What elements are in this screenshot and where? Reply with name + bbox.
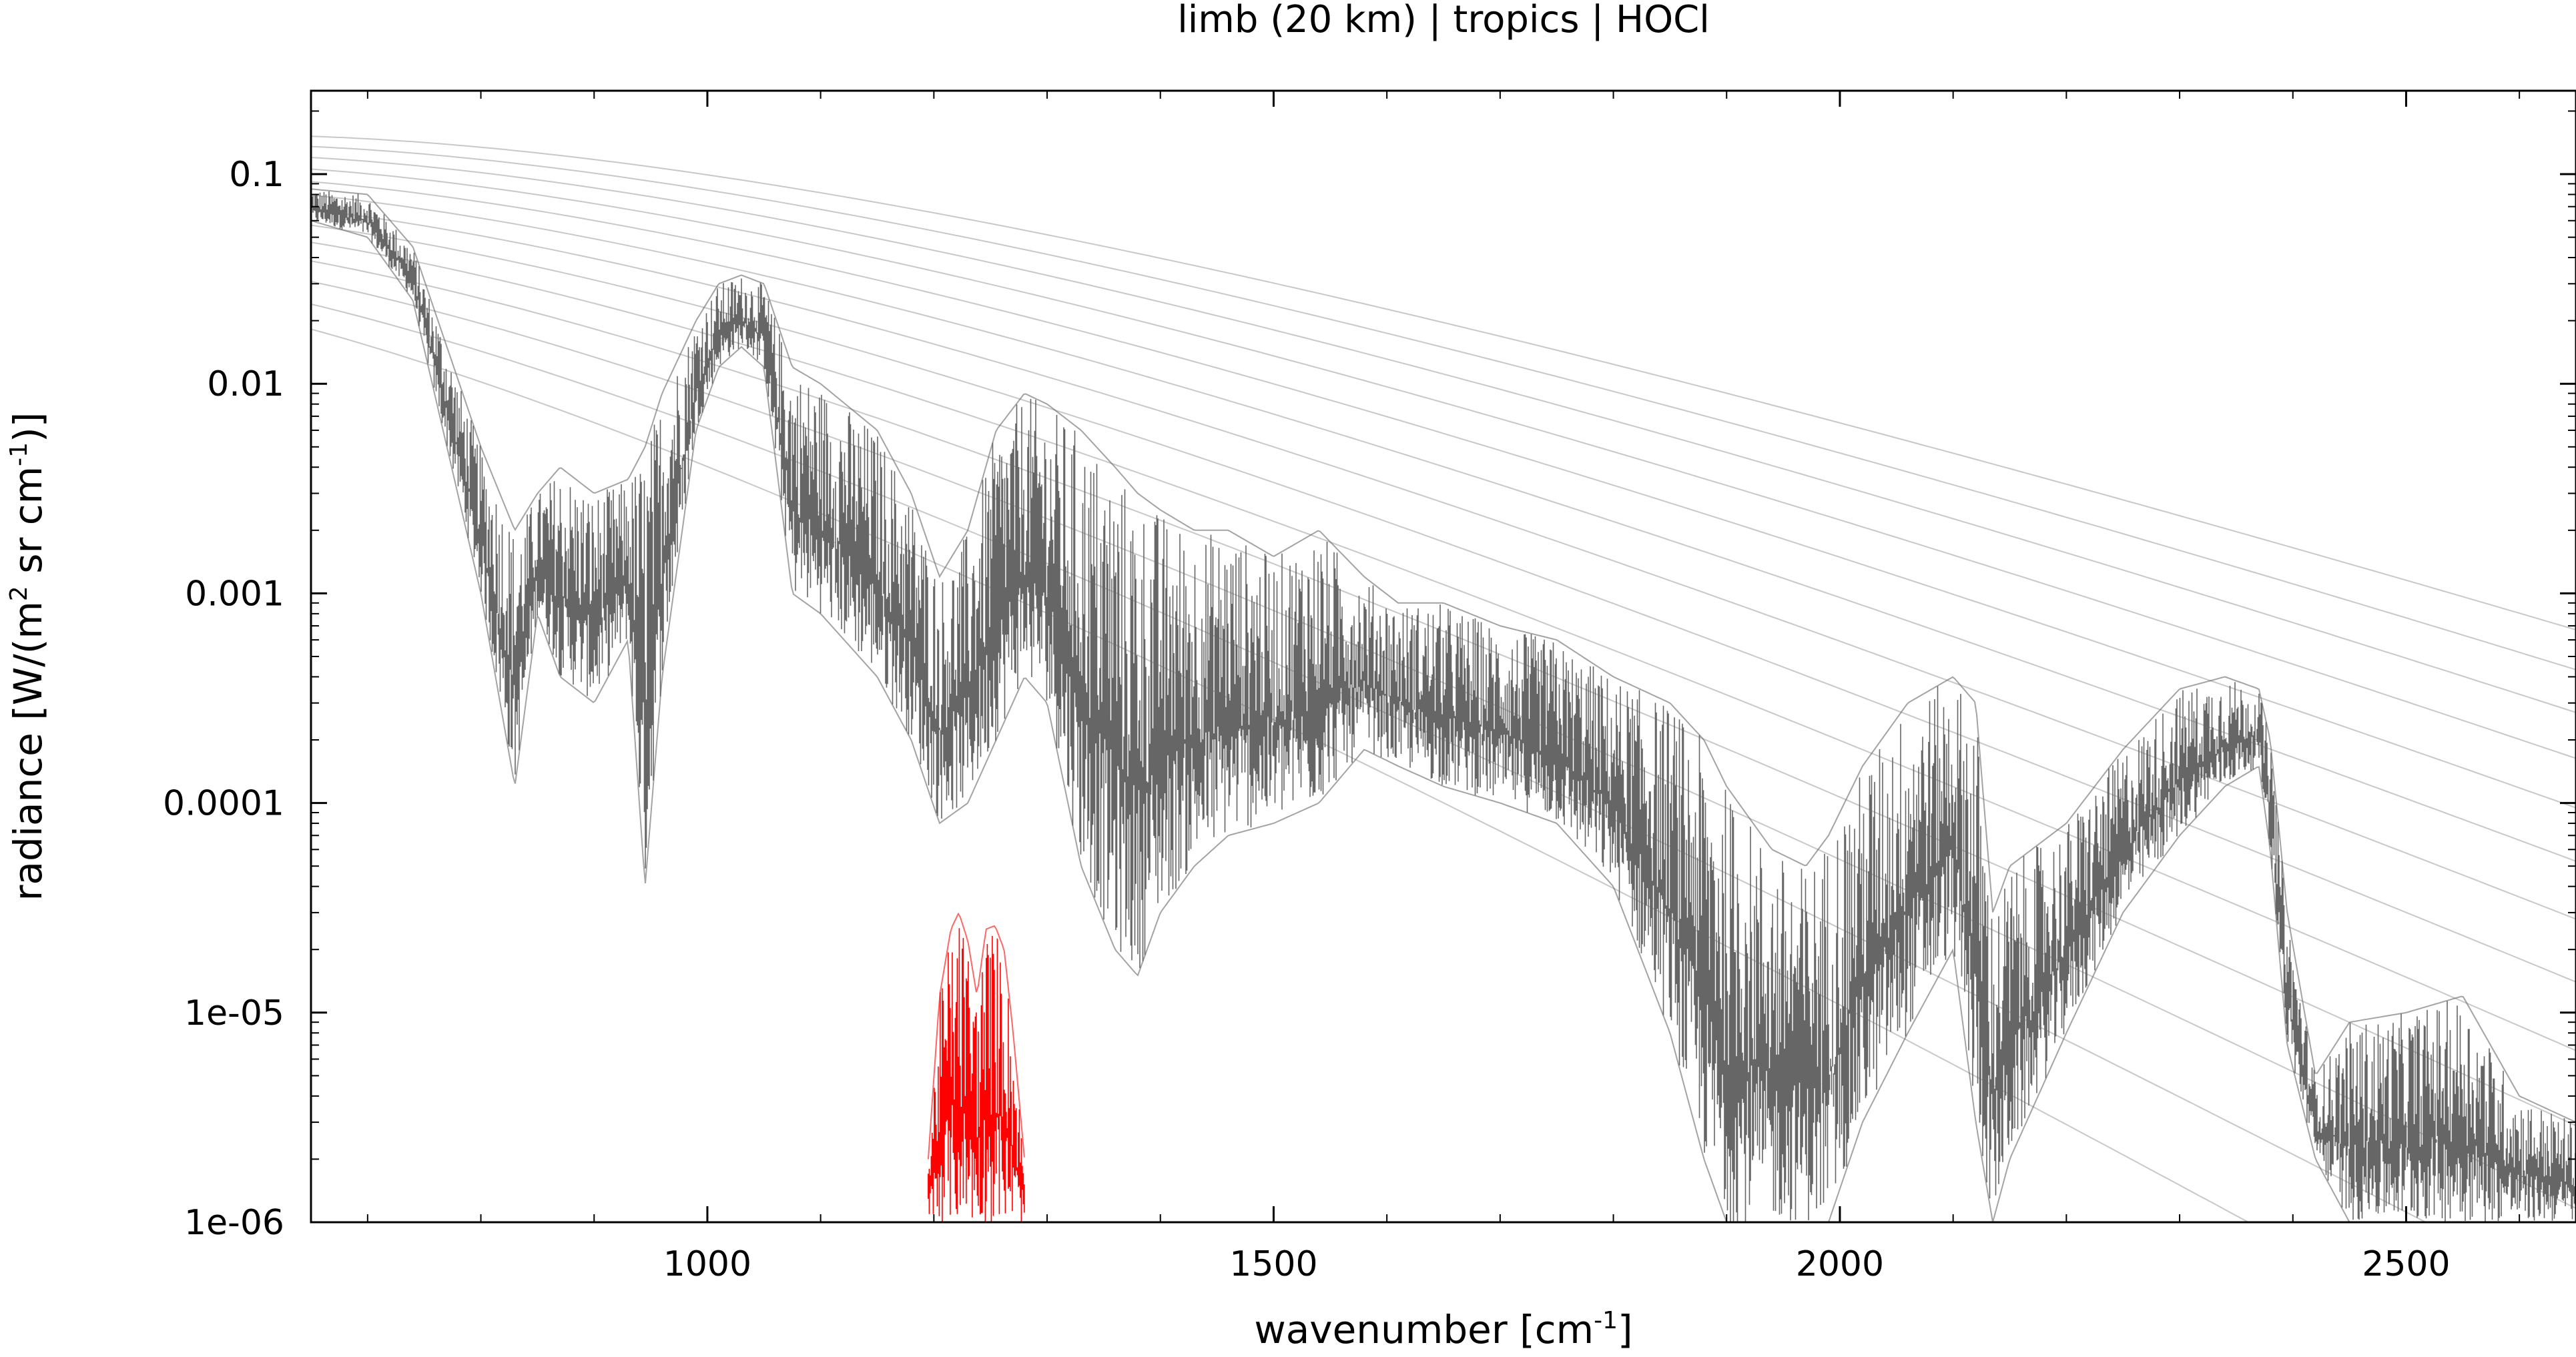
series-0-lower-envelope [311,219,2575,1222]
series-0-spectrum [311,191,2576,1222]
y-tick-label-5: 1e-06 [184,1203,284,1243]
planck-curve-270k [311,168,2576,759]
planck-curve-250k [311,194,2576,862]
y-tick-label-4: 1e-05 [184,993,284,1033]
chart-title: limb (20 km) | tropics | HOCl [1177,0,1710,41]
y-axis-ticks: 0.1 0.01 0.001 0.0001 1e-05 1e-06 [163,110,2576,1243]
planck-curve-260k [311,181,2576,809]
series-0-upper-envelope [311,188,2576,1123]
planck-curve-300k [311,135,2576,630]
y-tick-label-1: 0.01 [207,364,284,404]
y-tick-label-2: 0.001 [185,574,284,614]
y-tick-label-0: 0.1 [229,155,284,195]
planck-curve-180k [311,328,2250,1222]
planck-curve-230k [311,224,2576,983]
planck-curve-190k [311,303,2428,1222]
series-layer [311,188,2576,1222]
x-tick-label-1500: 1500 [1229,1244,1317,1284]
series-1-spectrum [928,928,1025,1222]
x-axis-label: wavenumber [cm-1] [1254,1307,1632,1352]
series-1-upper-envelope [927,912,1025,1160]
x-tick-label-1000: 1000 [663,1244,751,1284]
x-tick-label-2500: 2500 [2362,1244,2450,1284]
y-axis-label: radiance [W/(m2 sr cm-1)] [5,412,51,901]
x-tick-label-2000: 2000 [1796,1244,1884,1284]
x-axis-ticks: 1000 1500 2000 2500 [366,91,2521,1284]
planck-curve-290k [311,145,2576,670]
planck-curve-280k [311,157,2576,713]
y-tick-label-3: 0.0001 [163,784,284,824]
planck-curve-220k [311,242,2576,1051]
